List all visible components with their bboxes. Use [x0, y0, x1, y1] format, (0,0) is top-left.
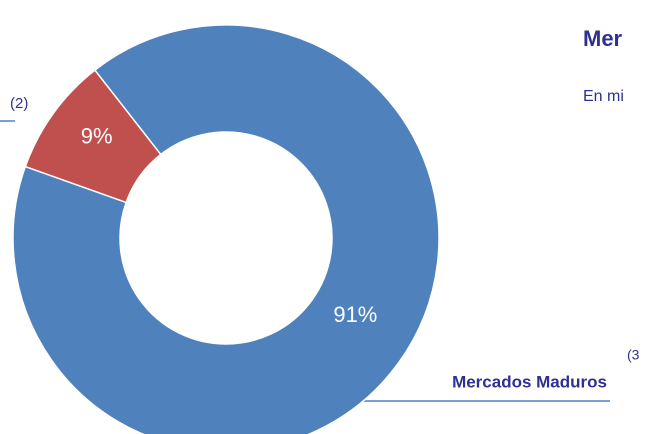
data-label: 9% [81, 124, 113, 149]
footnote-marker: (3 [627, 347, 640, 363]
donut-slice [12, 24, 440, 434]
donut-slice [24, 69, 162, 204]
data-label: 91% [333, 302, 377, 327]
footnote-marker: (2) [10, 95, 28, 112]
chart-title: Mer [583, 26, 623, 51]
category-label: Mercados Maduros [452, 372, 607, 391]
chart-subtitle: En mi [583, 88, 624, 105]
